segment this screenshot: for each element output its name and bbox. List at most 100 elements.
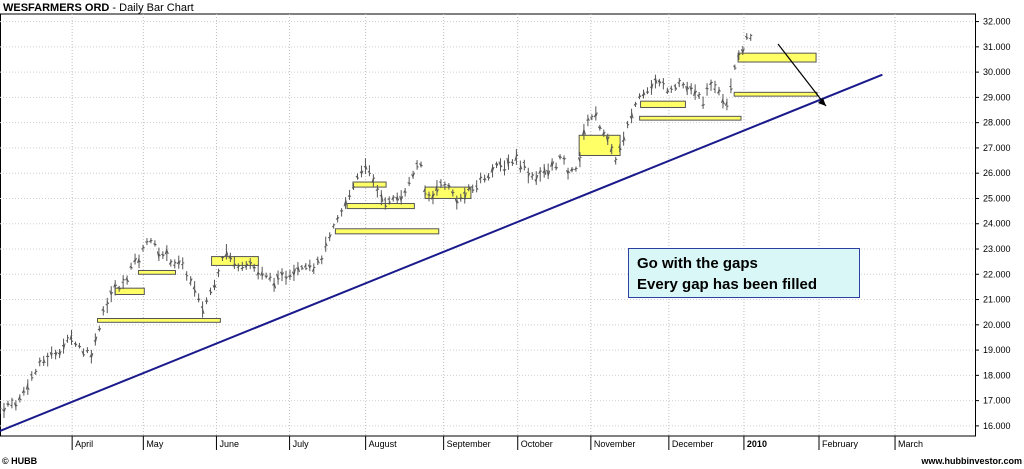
price-bar-close [321, 258, 324, 260]
price-bar-close [718, 88, 721, 92]
price-bar-open [657, 80, 660, 83]
price-bar-open [562, 157, 565, 160]
price-bar-close [261, 273, 265, 277]
price-bar-close [627, 123, 630, 126]
price-bar-open [577, 157, 581, 163]
price-bar-open [601, 132, 605, 136]
price-bar-open [156, 251, 160, 259]
price-bar-open [530, 175, 533, 178]
price-bar-close [361, 170, 364, 175]
annotation-box: Go with the gaps Every gap has been fill… [628, 248, 860, 298]
price-bar-open [717, 90, 720, 94]
price-bar-close [178, 260, 181, 266]
price-bar-close [623, 136, 626, 141]
price-bar-close [706, 87, 709, 90]
price-bar-open [6, 403, 9, 406]
price-bar-open [411, 174, 414, 178]
y-tick-label: 20.000 [983, 320, 1011, 330]
price-bar-open [478, 177, 482, 180]
price-bar-open [256, 271, 259, 276]
price-bar-close [83, 353, 86, 356]
price-bar-close [384, 204, 388, 208]
price-bar-close [512, 162, 515, 165]
price-bar-close [563, 157, 566, 161]
x-tick-label: March [898, 439, 923, 449]
x-tick-label: February [822, 439, 859, 449]
price-bar-close [476, 187, 479, 190]
price-bar-close [249, 261, 253, 265]
price-bar-open [25, 383, 29, 390]
price-bar-open [280, 271, 283, 276]
x-tick-label: November [594, 439, 636, 449]
x-tick-label: May [146, 439, 164, 449]
price-bar-close [110, 291, 114, 295]
price-bar-open [216, 271, 219, 274]
price-bar-close [103, 310, 105, 312]
price-bar-close [345, 199, 348, 206]
price-bar-close [277, 278, 280, 280]
price-bar-open [744, 35, 748, 39]
price-bar-close [579, 156, 582, 158]
price-bar-close [500, 164, 503, 168]
price-bar-close [678, 79, 682, 82]
price-bar-close [488, 176, 491, 179]
price-bar-open [232, 264, 235, 267]
y-tick-label: 32.000 [983, 17, 1011, 27]
price-bar-open [161, 253, 164, 256]
price-bar-open [685, 86, 688, 93]
price-bar-open [720, 98, 724, 104]
price-bar-open [605, 135, 609, 143]
price-bar-close [690, 87, 693, 90]
price-bar-close [31, 377, 34, 379]
gap-box [733, 91, 818, 97]
price-bar-open [693, 89, 696, 97]
price-bar-close [420, 164, 423, 167]
price-bar-open [49, 352, 53, 357]
price-bar-close [694, 90, 698, 94]
price-bar-close [325, 242, 328, 247]
price-bar-close [154, 243, 157, 246]
price-bar-close [531, 173, 535, 176]
price-bar-close [337, 217, 340, 219]
price-bar-open [375, 188, 378, 192]
price-bar-open [371, 178, 374, 183]
price-bar-close [126, 278, 130, 283]
price-bar-open [355, 175, 358, 179]
price-bar-close [106, 301, 110, 305]
price-bar-open [462, 191, 466, 194]
price-bar-open [69, 334, 72, 340]
price-bar-open [276, 273, 279, 281]
price-bar-close [519, 165, 523, 170]
price-bar-close [654, 77, 658, 84]
price-bar-close [595, 112, 598, 117]
price-bar-close [591, 115, 594, 118]
price-bar-open [101, 308, 104, 311]
price-bar-close [666, 89, 670, 93]
price-bar-open [419, 163, 422, 167]
price-bar-open [288, 275, 291, 278]
x-tick-label: August [369, 439, 398, 449]
price-bar-open [93, 340, 96, 342]
chart-title-separator: - [109, 2, 120, 14]
price-bar-close [658, 80, 662, 84]
price-bar-open [534, 179, 537, 183]
price-bar-open [482, 178, 485, 181]
price-bar-close [714, 84, 717, 86]
price-bar-close [389, 201, 391, 203]
gap-box [639, 115, 742, 121]
price-bar-open [458, 197, 462, 200]
price-bar-close [39, 359, 42, 363]
price-bar-close [297, 265, 300, 273]
price-bar-open [506, 157, 509, 167]
price-bar-open [45, 355, 48, 358]
price-bar-open [212, 285, 215, 289]
price-bar-close [674, 86, 678, 90]
price-bar-open [85, 350, 88, 352]
price-bar-open [546, 169, 549, 176]
price-bar-open [21, 389, 25, 394]
price-bar-open [311, 268, 315, 272]
price-bar-close [118, 287, 121, 290]
y-tick-label: 31.000 [983, 42, 1011, 52]
price-bar-close [158, 253, 161, 257]
gap-box [334, 228, 440, 235]
